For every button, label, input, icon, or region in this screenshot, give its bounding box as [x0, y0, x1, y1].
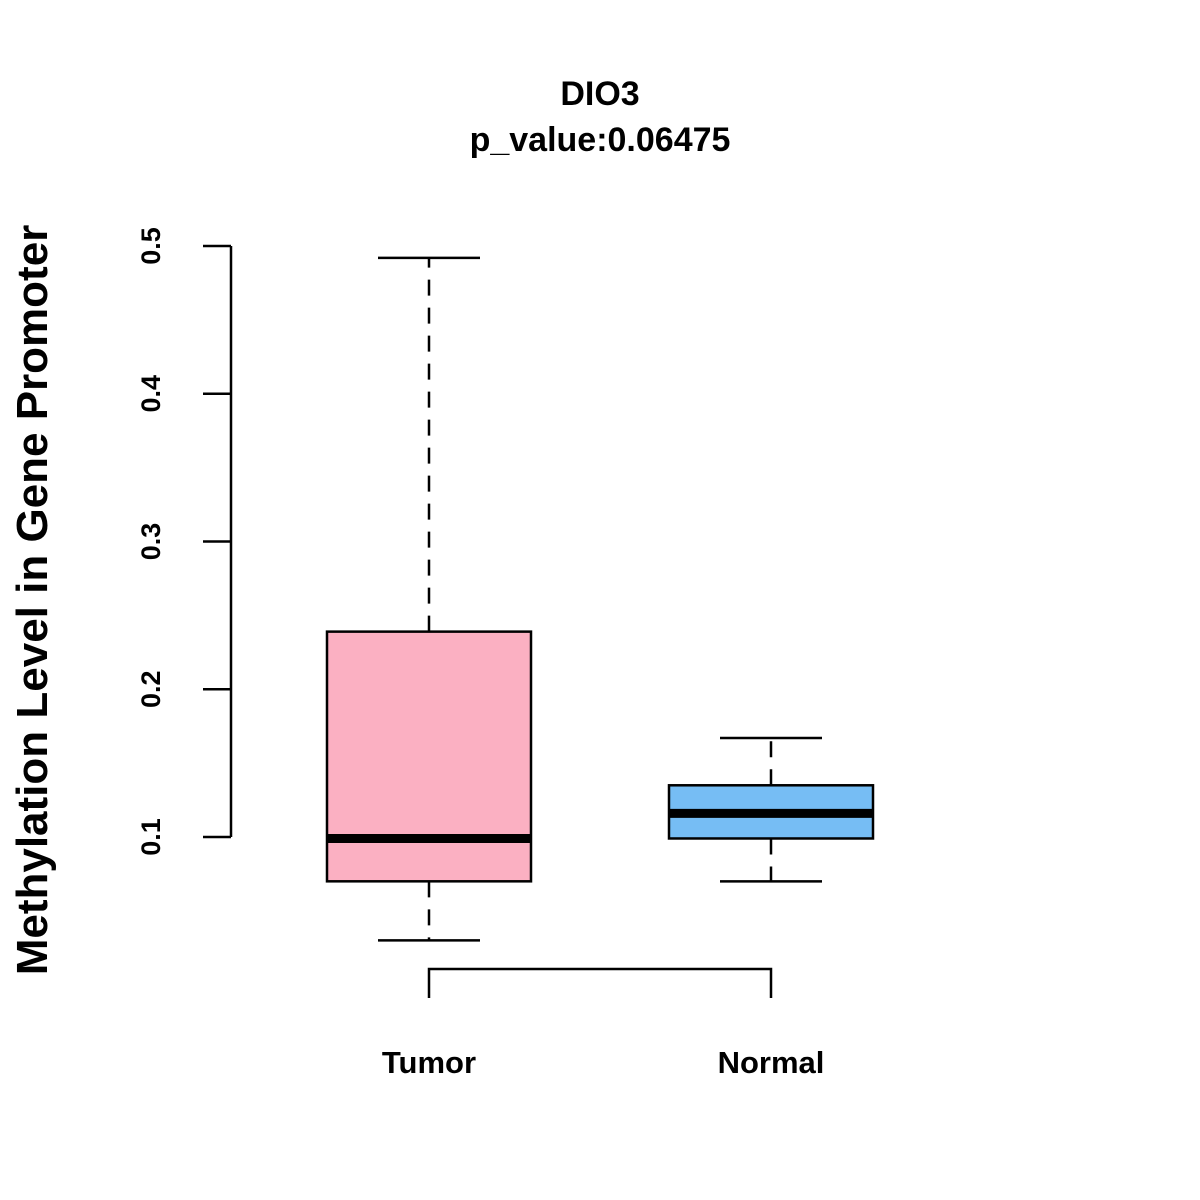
box-tumor [325, 256, 533, 942]
y-axis: 0.1 0.2 0.3 0.4 0.5 [136, 227, 233, 856]
y-tick-label-2: 0.3 [136, 523, 166, 561]
category-label-normal: Normal [718, 1045, 825, 1080]
y-tick-label-4: 0.5 [136, 227, 166, 265]
chart-subtitle: p_value:0.06475 [470, 121, 731, 159]
category-labels: Tumor Normal [382, 1045, 824, 1080]
comparison-bracket [427, 967, 773, 998]
y-axis-label: Methylation Level in Gene Promoter [8, 225, 57, 976]
comparison-bracket-group [427, 967, 773, 998]
iqr-box-tumor [325, 630, 533, 883]
boxes-group [325, 256, 875, 942]
category-label-tumor: Tumor [382, 1045, 476, 1080]
y-tick-label-0: 0.1 [136, 818, 166, 856]
y-tick-label-1: 0.2 [136, 670, 166, 708]
box-normal [667, 736, 875, 883]
chart-title: DIO3 [560, 75, 639, 113]
y-tick-label-3: 0.4 [136, 375, 166, 413]
